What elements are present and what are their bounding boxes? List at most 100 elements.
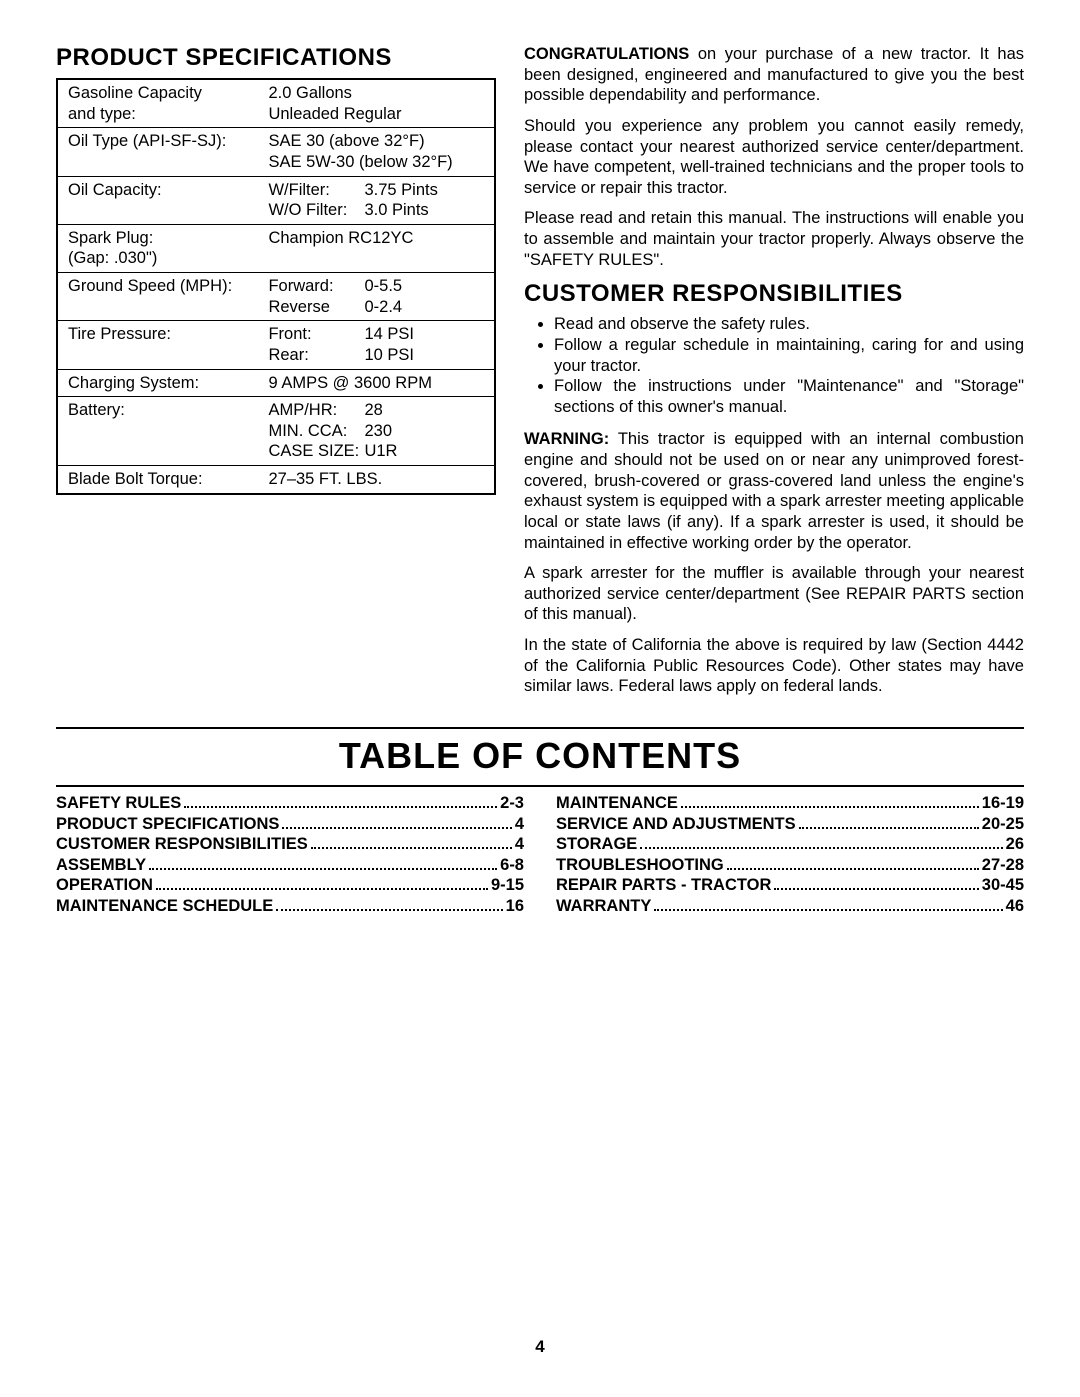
page-number: 4	[0, 1337, 1080, 1357]
toc-page: 4	[515, 814, 524, 835]
para-service: Should you experience any problem you ca…	[524, 116, 1024, 199]
spec-value: AMP/HR:28MIN. CCA:230CASE SIZE:U1R	[258, 397, 495, 466]
spec-value: 2.0 GallonsUnleaded Regular	[258, 79, 495, 128]
spec-value: 9 AMPS @ 3600 RPM	[258, 369, 495, 397]
list-item: Follow the instructions under "Maintenan…	[554, 376, 1024, 417]
specs-title: PRODUCT SPECIFICATIONS	[56, 44, 496, 72]
toc-dots	[311, 847, 512, 849]
toc-dots	[774, 888, 978, 890]
toc-label: TROUBLESHOOTING	[556, 855, 724, 876]
toc-label: MAINTENANCE	[556, 793, 678, 814]
spec-label: Spark Plug:(Gap: .030")	[57, 224, 258, 272]
toc-label: PRODUCT SPECIFICATIONS	[56, 814, 279, 835]
toc-label: OPERATION	[56, 875, 153, 896]
spec-label: Tire Pressure:	[57, 321, 258, 369]
warning-paragraph: WARNING: This tractor is equipped with a…	[524, 429, 1024, 553]
toc-dots	[276, 909, 502, 911]
toc-page: 20-25	[982, 814, 1024, 835]
customer-resp-title: CUSTOMER RESPONSIBILITIES	[524, 280, 1024, 308]
spec-label: Blade Bolt Torque:	[57, 466, 258, 494]
para-spark-arrester: A spark arrester for the muffler is avai…	[524, 563, 1024, 625]
toc-label: MAINTENANCE SCHEDULE	[56, 896, 273, 917]
spec-label: Gasoline Capacityand type:	[57, 79, 258, 128]
table-row: Ground Speed (MPH):Forward:0-5.5Reverse0…	[57, 273, 495, 321]
toc-page: 30-45	[982, 875, 1024, 896]
toc-page: 46	[1006, 896, 1024, 917]
table-row: Tire Pressure:Front:14 PSIRear:10 PSI	[57, 321, 495, 369]
specs-table: Gasoline Capacityand type:2.0 GallonsUnl…	[56, 78, 496, 495]
toc-title: TABLE OF CONTENTS	[56, 735, 1024, 777]
toc-entry: TROUBLESHOOTING 27-28	[556, 855, 1024, 876]
table-row: Battery:AMP/HR:28MIN. CCA:230CASE SIZE:U…	[57, 397, 495, 466]
toc-col-right: MAINTENANCE 16-19 SERVICE AND ADJUSTMENTS 2…	[556, 793, 1024, 917]
toc-label: STORAGE	[556, 834, 637, 855]
list-item: Read and observe the safety rules.	[554, 314, 1024, 335]
toc-dots	[149, 868, 497, 870]
toc-label: REPAIR PARTS - TRACTOR	[556, 875, 771, 896]
para-read-retain: Please read and retain this manual. The …	[524, 208, 1024, 270]
toc-page: 9-15	[491, 875, 524, 896]
toc-page: 27-28	[982, 855, 1024, 876]
toc-entry: OPERATION 9-15	[56, 875, 524, 896]
congrats-paragraph: CONGRATULATIONS on your purchase of a ne…	[524, 44, 1024, 106]
toc-col-left: SAFETY RULES2-3PRODUCT SPECIFICATIONS4CU…	[56, 793, 524, 917]
para-california: In the state of California the above is …	[524, 635, 1024, 697]
toc-page: 6-8	[500, 855, 524, 876]
spec-value: 27–35 FT. LBS.	[258, 466, 495, 494]
congrats-label: CONGRATULATIONS	[524, 45, 689, 63]
toc-entry: REPAIR PARTS - TRACTOR 30-45	[556, 875, 1024, 896]
toc-label: SAFETY RULES	[56, 793, 181, 814]
toc-entry: ASSEMBLY 6-8	[56, 855, 524, 876]
spec-label: Battery:	[57, 397, 258, 466]
spec-value: W/Filter:3.75 PintsW/O Filter:3.0 Pints	[258, 176, 495, 224]
spec-label: Oil Type (API-SF-SJ):	[57, 128, 258, 176]
spec-label: Charging System:	[57, 369, 258, 397]
toc-dots	[799, 827, 979, 829]
spec-value: Front:14 PSIRear:10 PSI	[258, 321, 495, 369]
toc-entry: SAFETY RULES 2-3	[56, 793, 524, 814]
toc-page: 4	[515, 834, 524, 855]
toc-page: 2-3	[500, 793, 524, 814]
warning-label: WARNING:	[524, 430, 609, 448]
list-item: Follow a regular schedule in maintaining…	[554, 335, 1024, 376]
toc-page: 16	[506, 896, 524, 917]
toc-dots	[681, 806, 979, 808]
toc-label: CUSTOMER RESPONSIBILITIES	[56, 834, 308, 855]
toc-label: SERVICE AND ADJUSTMENTS	[556, 814, 796, 835]
toc-columns: SAFETY RULES2-3PRODUCT SPECIFICATIONS4CU…	[56, 793, 1024, 917]
table-row: Blade Bolt Torque:27–35 FT. LBS.	[57, 466, 495, 494]
spec-value: Champion RC12YC	[258, 224, 495, 272]
toc-entry: CUSTOMER RESPONSIBILITIES 4	[56, 834, 524, 855]
toc-dots	[640, 847, 1002, 849]
toc-dots	[156, 888, 488, 890]
table-row: Charging System:9 AMPS @ 3600 RPM	[57, 369, 495, 397]
toc-entry: WARRANTY 46	[556, 896, 1024, 917]
toc-entry: PRODUCT SPECIFICATIONS 4	[56, 814, 524, 835]
spec-label: Oil Capacity:	[57, 176, 258, 224]
toc-dots	[184, 806, 497, 808]
toc-entry: MAINTENANCE 16-19	[556, 793, 1024, 814]
toc-rule-top	[56, 727, 1024, 729]
spec-value: SAE 30 (above 32°F)SAE 5W-30 (below 32°F…	[258, 128, 495, 176]
toc-entry: MAINTENANCE SCHEDULE 16	[56, 896, 524, 917]
top-columns: PRODUCT SPECIFICATIONS Gasoline Capacity…	[56, 44, 1024, 707]
spec-value: Forward:0-5.5Reverse0-2.4	[258, 273, 495, 321]
customer-resp-list: Read and observe the safety rules.Follow…	[524, 314, 1024, 417]
toc-block: TABLE OF CONTENTS SAFETY RULES2-3PRODUCT…	[56, 727, 1024, 917]
toc-page: 16-19	[982, 793, 1024, 814]
table-row: Spark Plug:(Gap: .030")Champion RC12YC	[57, 224, 495, 272]
toc-dots	[654, 909, 1002, 911]
table-row: Oil Type (API-SF-SJ):SAE 30 (above 32°F)…	[57, 128, 495, 176]
table-row: Gasoline Capacityand type:2.0 GallonsUnl…	[57, 79, 495, 128]
toc-dots	[282, 827, 511, 829]
toc-entry: SERVICE AND ADJUSTMENTS 20-25	[556, 814, 1024, 835]
left-column: PRODUCT SPECIFICATIONS Gasoline Capacity…	[56, 44, 496, 707]
table-row: Oil Capacity:W/Filter:3.75 PintsW/O Filt…	[57, 176, 495, 224]
toc-entry: STORAGE26	[556, 834, 1024, 855]
toc-label: ASSEMBLY	[56, 855, 146, 876]
warning-rest: This tractor is equipped with an interna…	[524, 430, 1024, 551]
toc-rule-bottom	[56, 785, 1024, 787]
manual-page: PRODUCT SPECIFICATIONS Gasoline Capacity…	[0, 0, 1080, 1397]
toc-label: WARRANTY	[556, 896, 651, 917]
spec-label: Ground Speed (MPH):	[57, 273, 258, 321]
